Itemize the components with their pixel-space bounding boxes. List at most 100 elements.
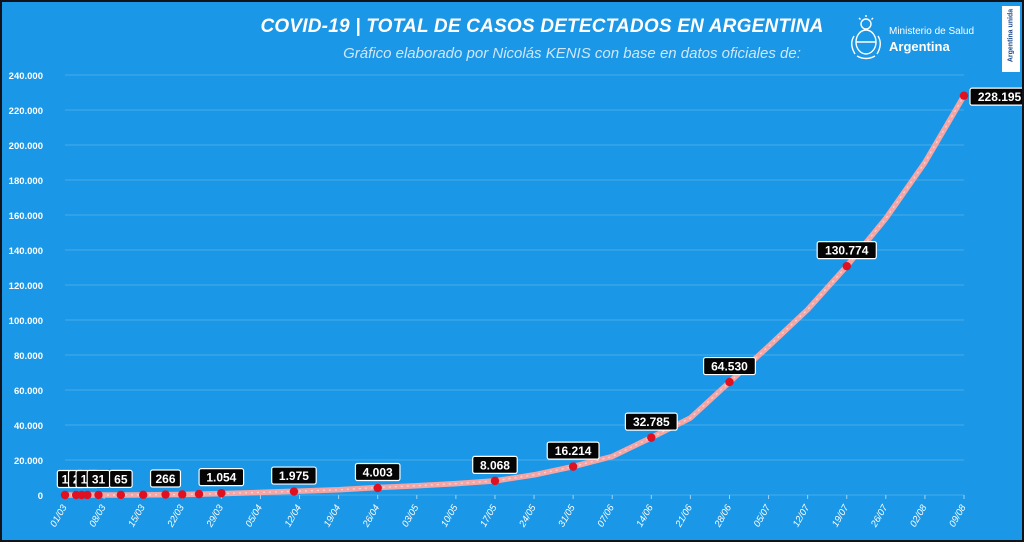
data-label-text: 4.003 — [363, 465, 393, 479]
x-tick-label: 19/04 — [322, 503, 343, 529]
data-point — [60, 490, 70, 500]
y-tick-label: 200.000 — [9, 141, 43, 152]
y-tick-label: 120.000 — [9, 281, 43, 292]
y-tick-label: 160.000 — [9, 211, 43, 222]
data-label: 16.214 — [546, 441, 600, 460]
y-tick-label: 80.000 — [14, 351, 43, 362]
x-tick-label: 14/06 — [634, 502, 656, 529]
data-label-box — [108, 469, 133, 488]
data-label-text: 31 — [92, 472, 106, 486]
x-tick-label: 08/03 — [87, 502, 109, 529]
data-point — [194, 489, 204, 499]
data-label-box — [271, 466, 317, 485]
data-point — [725, 377, 734, 387]
x-tick-label: 15/03 — [126, 502, 148, 529]
data-label-text: 130.774 — [825, 244, 869, 258]
x-tick-label: 10/05 — [439, 502, 461, 529]
data-label-text: 16.214 — [555, 444, 592, 458]
x-tick-label: 07/06 — [595, 502, 617, 529]
data-label: 130.774 — [816, 241, 877, 260]
series-line-dots — [65, 95, 965, 496]
x-tick-label: 19/07 — [830, 502, 852, 529]
data-point — [490, 476, 500, 486]
data-label: 228.195 — [969, 87, 1022, 106]
data-point — [647, 433, 656, 442]
data-label-text: 65 — [114, 472, 128, 486]
x-tick-label: 02/08 — [908, 502, 930, 529]
y-tick-label: 100.000 — [9, 316, 43, 327]
ministerio-logo: Ministerio de Salud Argentina — [845, 12, 975, 68]
x-tick-label: 31/05 — [556, 502, 578, 529]
logo-line-2: Argentina — [889, 39, 950, 54]
data-label-box — [624, 412, 678, 431]
x-tick-label: 12/07 — [791, 502, 813, 529]
data-point — [83, 490, 92, 500]
y-tick-label: 220.000 — [9, 106, 43, 117]
data-label-text: 1.975 — [279, 469, 309, 483]
data-point — [373, 483, 382, 493]
y-tick-label: 240.000 — [9, 71, 43, 82]
series-line — [62, 92, 967, 498]
data-label-box — [969, 87, 1022, 106]
x-tick-label: 24/05 — [517, 502, 539, 530]
data-label: 1.975 — [271, 466, 317, 485]
data-label-box — [702, 356, 756, 376]
data-point — [217, 488, 226, 498]
x-tick-label: 05/07 — [752, 502, 774, 529]
y-tick-label: 0 — [38, 491, 43, 502]
data-label: 4.003 — [354, 462, 401, 482]
data-label: 8.068 — [472, 455, 518, 474]
data-label-text: 1.054 — [206, 471, 236, 485]
data-point — [178, 490, 187, 499]
data-label-box — [198, 468, 245, 487]
argentina-unida-badge: Argentina unida — [1002, 6, 1020, 72]
x-tick-label: 05/04 — [244, 503, 265, 529]
data-label-box — [354, 462, 401, 482]
coat-of-arms-icon — [851, 15, 881, 60]
data-label: 266 — [149, 469, 182, 488]
x-tick-label: 03/05 — [400, 502, 422, 529]
y-tick-label: 180.000 — [9, 176, 43, 187]
y-tick-label: 140.000 — [9, 246, 43, 257]
logo-line-1: Ministerio de Salud — [889, 26, 975, 37]
data-point — [568, 462, 578, 471]
data-point — [138, 490, 148, 500]
data-point — [71, 490, 81, 500]
x-tick-label: 21/06 — [673, 502, 695, 530]
data-point — [289, 487, 299, 496]
data-label-text: 266 — [155, 472, 175, 486]
data-point — [959, 91, 969, 100]
data-label: 31 — [86, 469, 111, 489]
data-label-text: 8.068 — [480, 458, 510, 472]
x-tick-label: 09/08 — [947, 502, 969, 529]
x-tick-label: 01/03 — [48, 502, 70, 529]
data-label-text: 64.530 — [711, 360, 748, 374]
data-label: 64.530 — [702, 356, 756, 376]
chart-subtitle: Gráfico elaborado por Nicolás KENIS con … — [343, 45, 801, 62]
x-tick-label: 12/04 — [283, 503, 304, 529]
data-point — [94, 490, 103, 500]
data-label-box — [472, 455, 518, 474]
y-tick-label: 20.000 — [14, 456, 43, 467]
data-label-box — [816, 241, 877, 260]
data-label-box — [149, 469, 182, 488]
x-tick-label: 22/03 — [165, 502, 187, 530]
chart-title: COVID-19 | TOTAL DE CASOS DETECTADOS EN … — [260, 16, 824, 37]
x-tick-label: 26/07 — [869, 502, 891, 530]
data-label-box — [546, 441, 600, 460]
data-label-text: 1 — [62, 472, 69, 486]
data-point — [161, 490, 170, 499]
data-point — [842, 261, 851, 271]
data-label: 65 — [108, 469, 133, 488]
x-tick-label: 29/03 — [204, 502, 226, 530]
data-label: 32.785 — [624, 412, 678, 431]
data-point — [116, 490, 126, 500]
x-tick-label: 17/05 — [478, 502, 500, 529]
x-tick-label: 26/04 — [360, 503, 382, 530]
data-label-text: 32.785 — [633, 415, 670, 429]
y-tick-label: 40.000 — [14, 421, 43, 432]
y-tick-label: 60.000 — [14, 386, 43, 397]
data-label-text: 228.195 — [978, 90, 1022, 104]
